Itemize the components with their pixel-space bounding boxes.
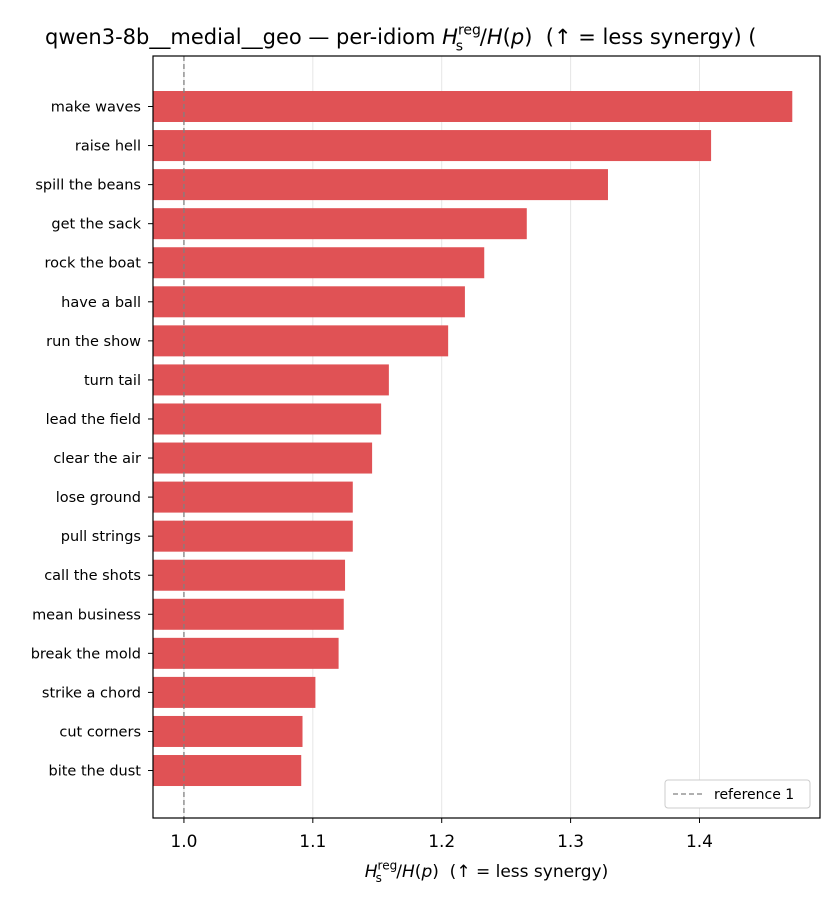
category-label: lose ground — [56, 490, 141, 506]
category-label: turn tail — [84, 373, 141, 389]
math-p: p — [420, 862, 432, 882]
category-label: run the show — [46, 334, 141, 350]
math-h: H — [487, 25, 503, 49]
category-label: pull strings — [61, 529, 141, 545]
title-prefix: qwen3-8b__medial__geo — per-idiom — [45, 25, 442, 50]
math-sub: s — [456, 38, 463, 54]
x-tick-label: 1.1 — [299, 832, 326, 852]
plot-frame — [152, 55, 821, 819]
category-label: mean business — [32, 607, 141, 623]
bar — [153, 598, 344, 630]
x-tick-label: 1.3 — [557, 832, 584, 852]
math-slash: / — [480, 25, 488, 49]
legend-label: reference 1 — [714, 787, 794, 803]
y-axis: make waves raise hell spill the beans get t… — [31, 100, 153, 780]
bar — [153, 715, 303, 747]
bar — [153, 169, 608, 201]
math-paren-open: ( — [503, 25, 511, 49]
bar — [153, 755, 302, 787]
bar — [153, 559, 346, 591]
category-label: have a ball — [61, 295, 141, 311]
bar — [153, 286, 465, 318]
math-paren-close: ) — [432, 862, 439, 882]
math-sub: s — [376, 871, 382, 885]
x-axis: 1.0 1.1 1.2 1.3 1.4 — [170, 818, 713, 852]
bar — [153, 442, 373, 474]
x-tick-label: 1.4 — [686, 832, 713, 852]
category-label: break the mold — [31, 646, 141, 662]
category-label: make waves — [51, 100, 141, 116]
bar — [153, 325, 449, 357]
bar — [153, 481, 353, 513]
math-p: p — [510, 25, 524, 49]
math-h: H — [402, 862, 415, 882]
category-label: rock the boat — [44, 256, 141, 272]
bar — [153, 208, 527, 240]
math-paren-close: ) — [524, 25, 532, 49]
category-label: call the shots — [44, 568, 141, 584]
math-main: H — [442, 25, 458, 49]
bars — [153, 91, 793, 787]
bar — [153, 247, 485, 279]
category-label: clear the air — [53, 451, 141, 467]
bar — [153, 520, 353, 552]
category-label: get the sack — [51, 217, 141, 233]
category-label: strike a chord — [42, 685, 141, 701]
chart-title: qwen3-8b__medial__geo — per-idiom Hreg s /… — [45, 23, 757, 55]
math-suffix: (↑ = less synergy) ( — [532, 25, 756, 49]
bar — [153, 91, 793, 122]
category-label: bite the dust — [49, 764, 142, 780]
legend: reference 1 — [664, 779, 811, 809]
bar — [153, 637, 339, 669]
math-sup: reg — [378, 858, 398, 872]
legend-box — [664, 779, 811, 809]
category-label: lead the field — [46, 412, 141, 428]
math-sup: reg — [458, 23, 481, 39]
category-label: spill the beans — [35, 178, 141, 194]
x-axis-label: Hreg s/H(p) (↑ = less synergy) — [365, 858, 609, 885]
bar — [153, 676, 316, 708]
bar — [153, 364, 389, 396]
math-main: H — [365, 862, 378, 882]
math-paren-open: ( — [415, 862, 422, 882]
x-tick-label: 1.2 — [428, 832, 455, 852]
math-suffix: (↑ = less synergy) — [439, 862, 608, 882]
x-tick-label: 1.0 — [170, 832, 197, 852]
bar — [153, 130, 712, 162]
category-label: raise hell — [75, 139, 141, 155]
bar — [153, 403, 382, 435]
math-slash: / — [396, 862, 402, 882]
category-label: cut corners — [59, 724, 141, 740]
